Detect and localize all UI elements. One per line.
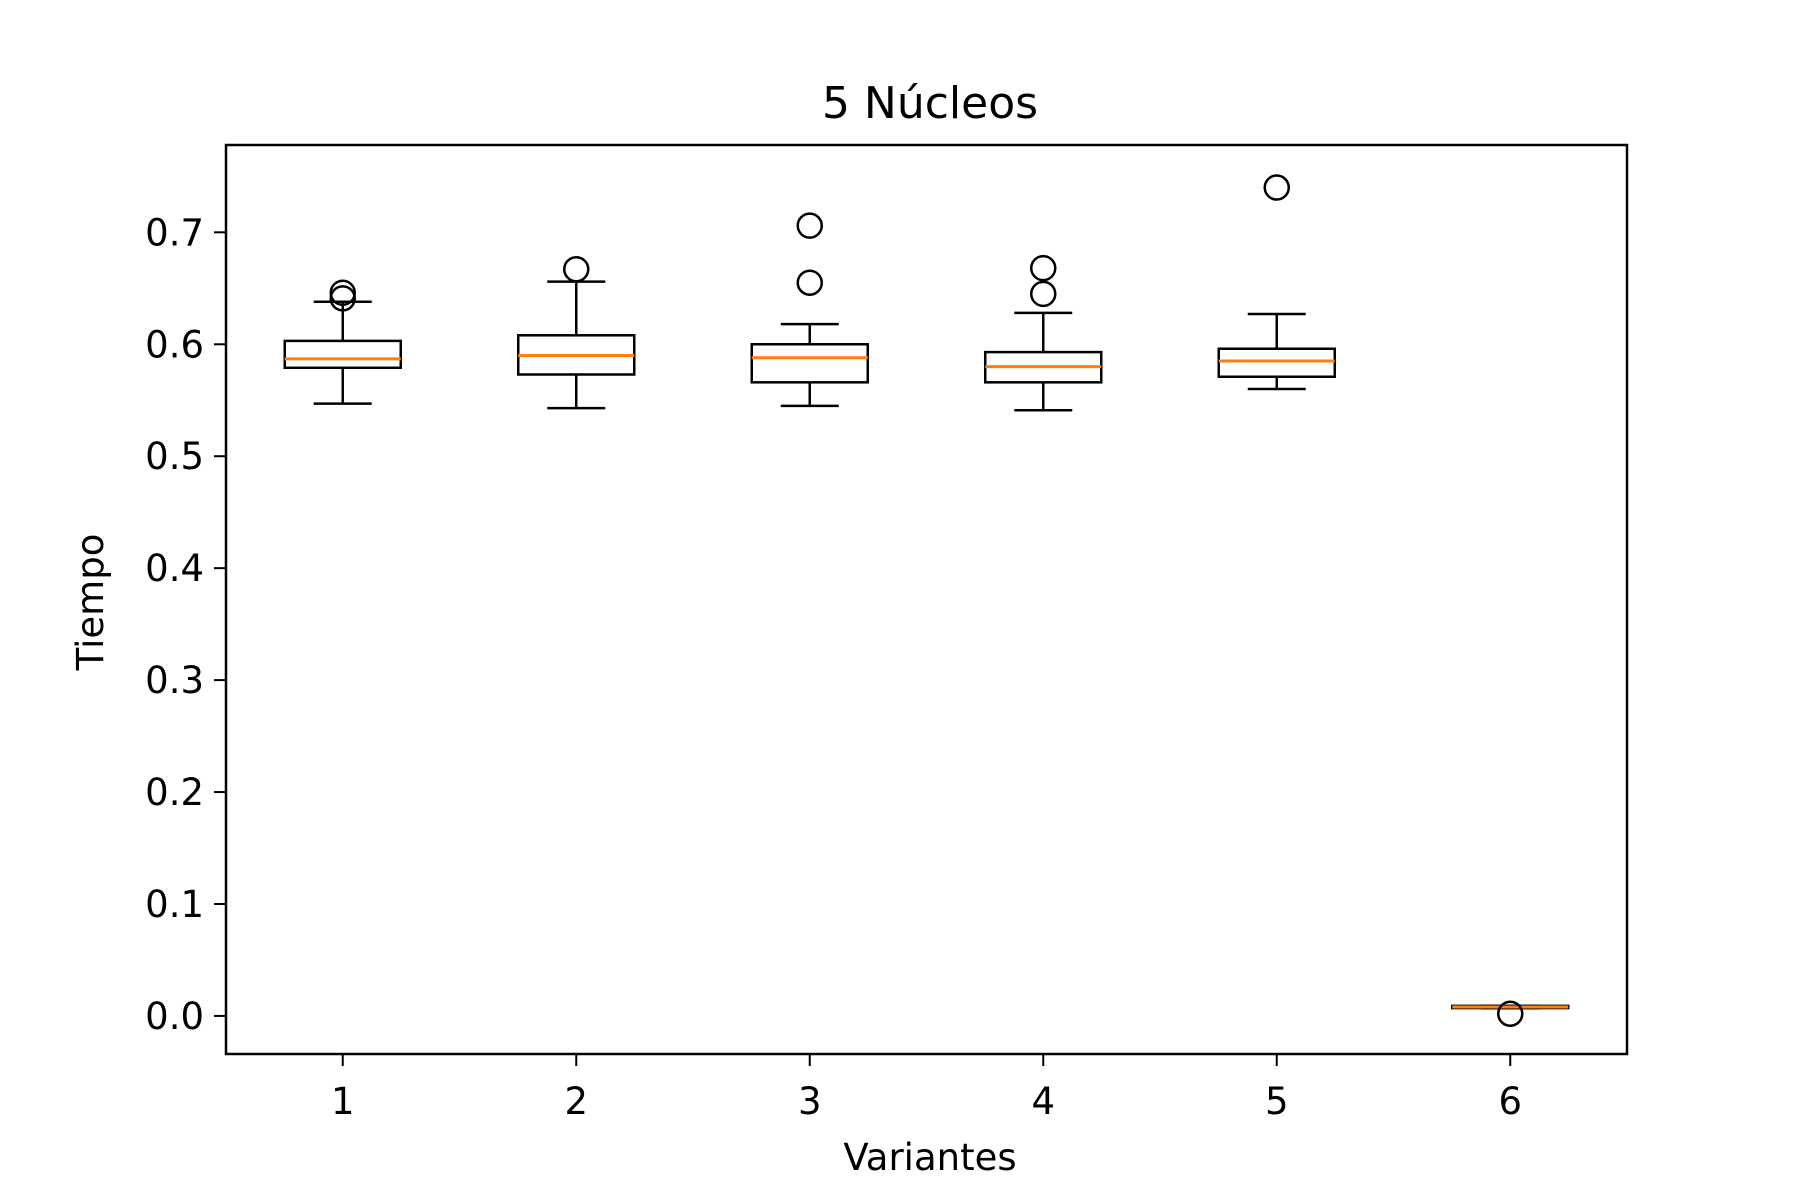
x-tick-label: 6	[1498, 1080, 1522, 1123]
y-tick-label: 0.5	[145, 435, 204, 478]
outlier-point	[1030, 280, 1057, 308]
chart-title: 5 Núcleos	[822, 78, 1038, 129]
y-tick-label: 0.4	[145, 547, 204, 590]
outlier-point	[563, 256, 590, 283]
y-tick-label: 0.6	[145, 323, 204, 366]
outlier-point	[1030, 254, 1057, 282]
outlier-point	[796, 212, 823, 239]
plot-area: 0.0 0.1 0.2 0.3 0.4 0.5 0.6 0.7 1 2 3 4 5 6	[145, 143, 1629, 1123]
y-tick-label: 0.1	[145, 883, 204, 926]
y-tick-label: 0.7	[145, 211, 204, 254]
outlier-point	[1263, 174, 1290, 201]
box-iqr	[283, 339, 402, 370]
plot-frame	[224, 143, 1629, 1056]
y-tick-label: 0.3	[145, 659, 204, 702]
x-tick-label: 3	[798, 1080, 822, 1123]
y-axis-title: Tiempo	[69, 534, 112, 672]
outlier-point	[329, 279, 356, 307]
y-tick-label: 0.2	[145, 771, 204, 814]
outlier-point	[796, 269, 823, 296]
x-tick-label: 4	[1031, 1080, 1055, 1123]
x-tick-label: 5	[1265, 1080, 1289, 1123]
y-tick-label: 0.0	[145, 995, 204, 1038]
x-tick-label: 2	[564, 1080, 588, 1123]
x-tick-label: 1	[331, 1080, 355, 1123]
outlier-point	[1497, 1000, 1524, 1027]
box-iqr	[750, 343, 869, 384]
box-iqr	[1217, 347, 1336, 378]
x-axis-title: Variantes	[843, 1136, 1016, 1179]
